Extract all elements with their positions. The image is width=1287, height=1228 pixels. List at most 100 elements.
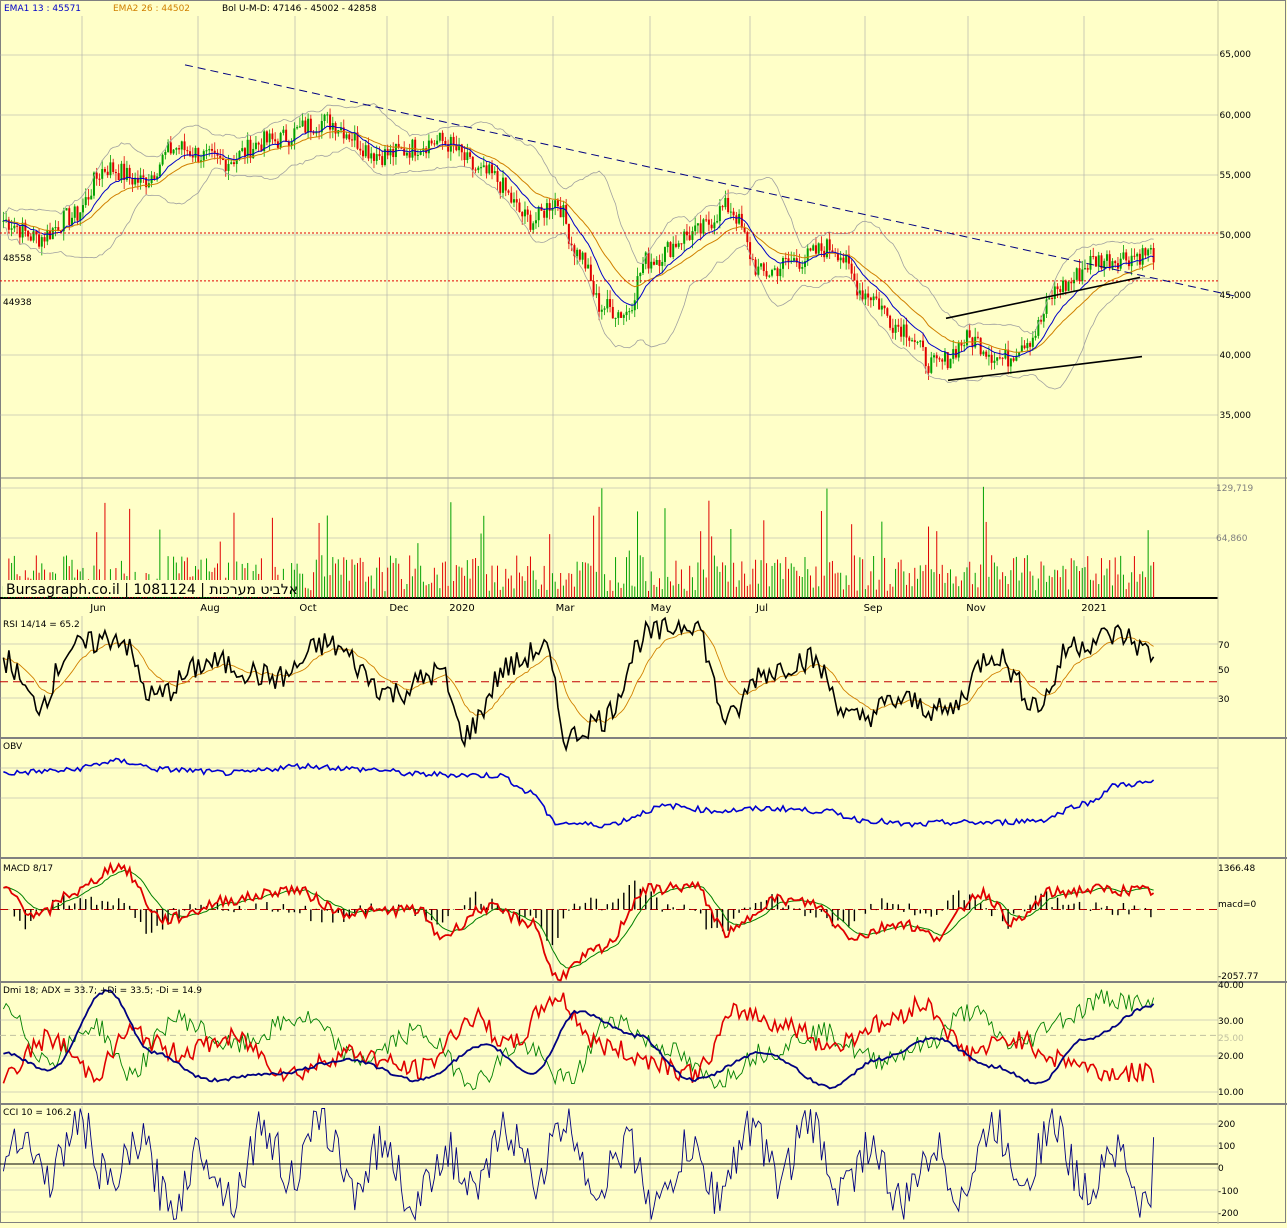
dmi-tick: 40.00 <box>1218 981 1244 991</box>
candle-up <box>663 247 666 262</box>
cci-tick: -100 <box>1218 1187 1239 1197</box>
candle-down <box>1152 248 1155 263</box>
candle-down <box>1023 345 1026 349</box>
candle-up <box>683 231 686 244</box>
candle-down <box>518 202 521 213</box>
candle-up <box>718 206 721 222</box>
candle-down <box>924 347 927 367</box>
candle-up <box>933 355 936 358</box>
dmi-tick: 25.00 <box>1218 1034 1244 1044</box>
candle-down <box>611 306 614 319</box>
candle-down <box>112 162 115 172</box>
candle-down <box>1100 255 1103 269</box>
candle-down <box>938 358 941 360</box>
candle-down <box>652 261 655 265</box>
candle-down <box>351 139 354 141</box>
candle-up <box>642 263 645 274</box>
candle-down <box>232 162 235 165</box>
candle-down <box>559 206 562 218</box>
candle-down <box>414 139 417 156</box>
candle-down <box>707 219 710 225</box>
volume-tick-max: 129,719 <box>1216 484 1253 494</box>
candle-down <box>29 236 32 241</box>
adx-line <box>3 989 1155 1090</box>
candle-down <box>211 148 214 151</box>
candle-up <box>1062 280 1065 293</box>
candle-up <box>1149 248 1152 250</box>
candle-down <box>900 326 903 337</box>
candle-down <box>878 298 881 310</box>
grid <box>0 16 1218 1222</box>
ema1-label: EMA1 13 : 45571 <box>4 4 81 14</box>
candle-down <box>1001 357 1004 359</box>
candle-up <box>238 150 241 159</box>
candle-up <box>32 231 35 241</box>
candle-down <box>1056 286 1059 290</box>
candle-up <box>164 151 167 155</box>
candle-down <box>304 120 307 133</box>
candle-down <box>853 273 856 281</box>
candle-up <box>458 144 461 151</box>
candle-up <box>644 252 647 264</box>
candle-up <box>1081 269 1084 281</box>
candle-down <box>1078 268 1081 281</box>
candle-up <box>120 163 123 181</box>
candle-up <box>134 177 137 185</box>
candle-down <box>727 197 730 213</box>
candle-down <box>260 144 263 152</box>
candle-down <box>186 150 189 152</box>
candle-up <box>139 175 142 183</box>
candle-down <box>381 156 384 165</box>
candle-up <box>227 163 230 171</box>
candle-down <box>658 259 661 266</box>
candle-down <box>765 271 768 277</box>
candle-down <box>710 224 713 229</box>
candle-up <box>1009 358 1012 367</box>
candle-up <box>587 264 590 269</box>
candle-up <box>672 243 675 257</box>
candle-down <box>754 259 757 275</box>
price-tick: 60,000 <box>1220 111 1252 121</box>
candle-up <box>1018 352 1021 356</box>
x-label: May <box>651 603 672 614</box>
candle-down <box>842 257 845 263</box>
candle-down <box>960 342 963 346</box>
candle-down <box>836 253 839 261</box>
candle-down <box>455 144 458 151</box>
candle-up <box>773 268 776 270</box>
candle-up <box>639 273 642 277</box>
candle-up <box>1073 279 1076 284</box>
candle-down <box>968 330 971 338</box>
downtrend-line <box>184 64 1235 297</box>
candle-down <box>57 227 60 232</box>
candle-down <box>889 315 892 328</box>
candle-down <box>1070 281 1073 284</box>
dmi-tick: 10.00 <box>1218 1088 1244 1098</box>
candle-up <box>1103 260 1106 269</box>
candle-up <box>655 259 658 265</box>
x-label: Oct <box>299 603 316 614</box>
candle-down <box>567 223 570 244</box>
candle-up <box>1111 261 1114 269</box>
candle-up <box>167 142 170 152</box>
candle-up <box>894 324 897 333</box>
candle-up <box>768 275 771 277</box>
overlays <box>0 64 1235 390</box>
candle-down <box>400 147 403 149</box>
candle-down <box>221 158 224 161</box>
bollinger-label: Bol U-M-D: 47146 - 45002 - 42858 <box>222 4 377 14</box>
candle-down <box>1012 358 1015 361</box>
candle-up <box>101 169 104 179</box>
candle-down <box>883 305 886 309</box>
candle-up <box>268 133 271 143</box>
candle-down <box>735 215 738 224</box>
candle-down <box>274 139 277 142</box>
candle-down <box>543 210 546 218</box>
candle-up <box>161 154 164 165</box>
candle-down <box>584 252 587 269</box>
candle-down <box>1007 349 1010 367</box>
candle-down <box>103 169 106 172</box>
candle-up <box>537 206 540 221</box>
candle-down <box>7 219 10 230</box>
candle-up <box>738 213 741 224</box>
